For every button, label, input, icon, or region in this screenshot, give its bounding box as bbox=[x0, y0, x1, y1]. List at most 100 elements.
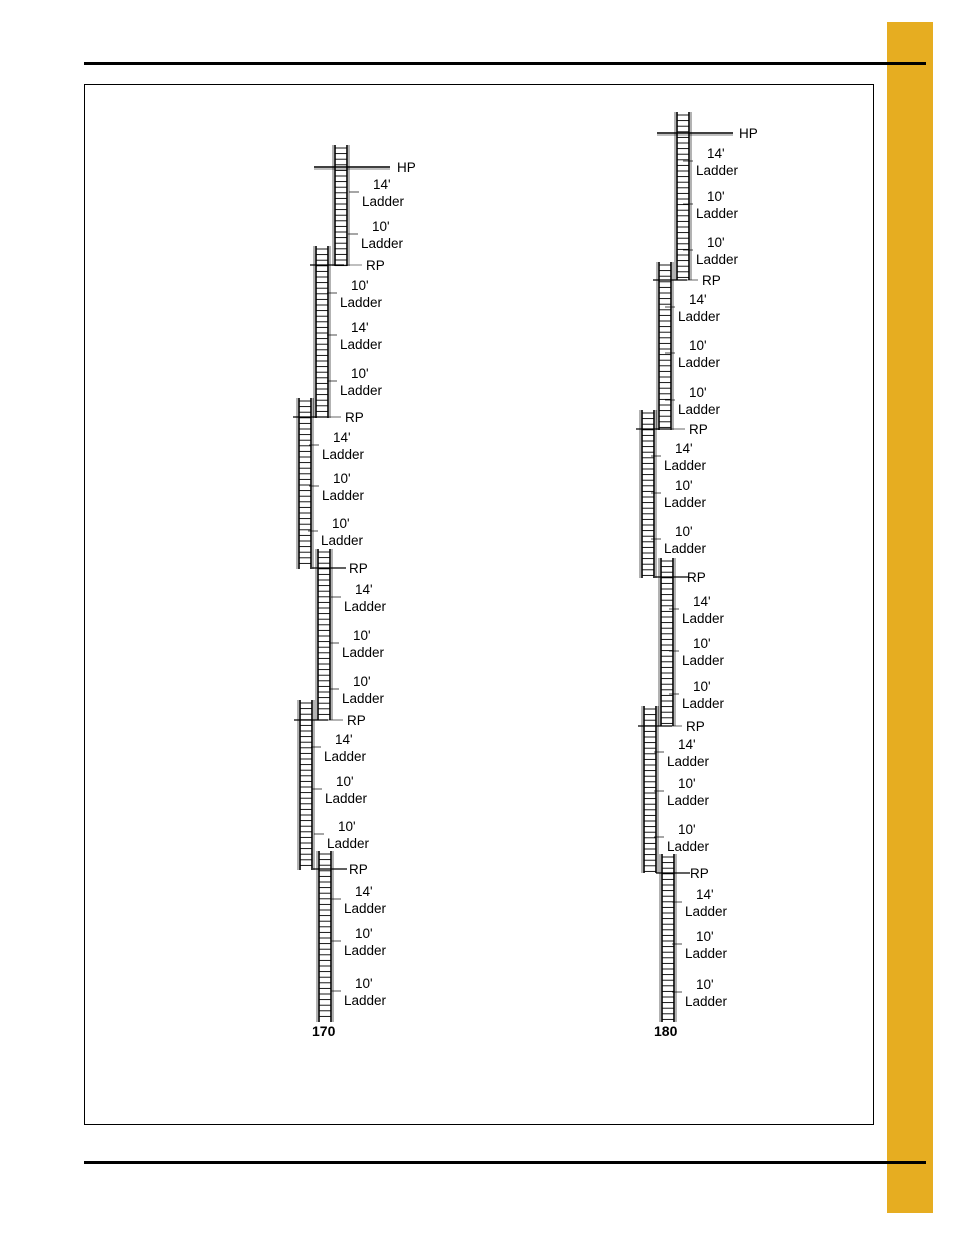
top-ladder-170 bbox=[332, 145, 350, 267]
ladder-label-170-5-2: Ladder bbox=[344, 943, 387, 958]
ladder-length-170-1-3: 10' bbox=[351, 278, 369, 293]
header-rule bbox=[84, 62, 926, 65]
ladder-length-170-5-2: 10' bbox=[355, 926, 373, 941]
ladder-length-180-3-1: 14' bbox=[693, 594, 711, 609]
column-caption-170: 170 bbox=[312, 1023, 336, 1039]
ladder-section-170-5 bbox=[316, 851, 334, 1022]
rp-label-170-2: RP bbox=[345, 410, 364, 425]
ladder-length-170-2-1: 14' bbox=[333, 430, 351, 445]
ladder-label-180-2-3: Ladder bbox=[664, 541, 707, 556]
ladder-length-170-3-2: 10' bbox=[353, 628, 371, 643]
ladder-label-180-3-2: Ladder bbox=[682, 653, 725, 668]
ladder-label-170-3-2: Ladder bbox=[342, 645, 385, 660]
rp-label-180-2: RP bbox=[689, 422, 708, 437]
rp-label-170-3: RP bbox=[349, 561, 368, 576]
rp-label-180-5: RP bbox=[690, 866, 709, 881]
ladder-section-170-2 bbox=[296, 398, 314, 569]
ladder-length-170-4-3: 10' bbox=[338, 819, 356, 834]
rp-label-180-1: RP bbox=[702, 273, 721, 288]
ladder-label-180-5-2: Ladder bbox=[685, 946, 728, 961]
ladder-section-180-3 bbox=[658, 558, 676, 726]
rp-label-180-4: RP bbox=[686, 719, 705, 734]
ladder-section-170-1 bbox=[313, 246, 331, 418]
ladder-length-170-2-3: 10' bbox=[332, 516, 350, 531]
top-ladder-180 bbox=[674, 112, 692, 280]
ladder-length-180-4-2: 10' bbox=[678, 776, 696, 791]
ladder-length-180-1-2: 10' bbox=[707, 189, 725, 204]
ladder-label-170-1-2: Ladder bbox=[361, 236, 404, 251]
ladder-label-170-2-2: Ladder bbox=[322, 488, 365, 503]
ladder-label-180-4-2: Ladder bbox=[667, 793, 710, 808]
ladder-length-170-1-2: 10' bbox=[372, 219, 390, 234]
ladder-length-180-4-1: 14' bbox=[678, 737, 696, 752]
ladder-label-170-1-5: Ladder bbox=[340, 383, 383, 398]
ladder-label-170-1-4: Ladder bbox=[340, 337, 383, 352]
ladder-length-170-1-1: 14' bbox=[373, 177, 391, 192]
ladder-length-170-4-2: 10' bbox=[336, 774, 354, 789]
ladder-label-180-1-3: Ladder bbox=[696, 252, 739, 267]
hp-label-170: HP bbox=[397, 160, 416, 175]
ladder-section-180-1 bbox=[656, 262, 674, 430]
ladder-section-170-4 bbox=[297, 700, 315, 870]
rp-label-170-1: RP bbox=[366, 258, 385, 273]
ladder-label-170-2-3: Ladder bbox=[321, 533, 364, 548]
ladder-length-180-2-2: 10' bbox=[675, 478, 693, 493]
ladder-label-170-1-3: Ladder bbox=[340, 295, 383, 310]
ladder-length-180-1-5: 10' bbox=[689, 338, 707, 353]
ladder-length-170-1-5: 10' bbox=[351, 366, 369, 381]
ladder-length-170-4-1: 14' bbox=[335, 732, 353, 747]
ladder-label-170-5-3: Ladder bbox=[344, 993, 387, 1008]
footer-rule bbox=[84, 1161, 926, 1164]
figure-frame bbox=[84, 84, 874, 1125]
ladder-length-180-1-1: 14' bbox=[707, 146, 725, 161]
rp-label-170-5: RP bbox=[349, 862, 368, 877]
ladder-label-170-5-1: Ladder bbox=[344, 901, 387, 916]
ladder-length-180-3-3: 10' bbox=[693, 679, 711, 694]
ladder-length-180-5-3: 10' bbox=[696, 977, 714, 992]
ladder-label-180-2-2: Ladder bbox=[664, 495, 707, 510]
ladder-label-180-4-3: Ladder bbox=[667, 839, 710, 854]
ladder-label-180-1-6: Ladder bbox=[678, 402, 721, 417]
section-tab bbox=[887, 22, 933, 1213]
ladder-label-180-1-2: Ladder bbox=[696, 206, 739, 221]
ladder-length-180-4-3: 10' bbox=[678, 822, 696, 837]
ladder-label-170-1-1: Ladder bbox=[362, 194, 405, 209]
ladder-length-180-1-6: 10' bbox=[689, 385, 707, 400]
ladder-section-170-3 bbox=[315, 549, 333, 720]
ladder-section-180-5 bbox=[659, 854, 677, 1022]
ladder-length-180-5-2: 10' bbox=[696, 929, 714, 944]
ladder-section-180-4 bbox=[641, 706, 659, 873]
rp-label-170-4: RP bbox=[347, 713, 366, 728]
ladder-label-170-4-2: Ladder bbox=[325, 791, 368, 806]
ladder-label-180-3-3: Ladder bbox=[682, 696, 725, 711]
ladder-label-180-5-3: Ladder bbox=[685, 994, 728, 1009]
ladder-length-170-5-3: 10' bbox=[355, 976, 373, 991]
ladder-length-180-3-2: 10' bbox=[693, 636, 711, 651]
ladder-length-170-1-4: 14' bbox=[351, 320, 369, 335]
ladder-length-170-2-2: 10' bbox=[333, 471, 351, 486]
ladder-length-180-1-4: 14' bbox=[689, 292, 707, 307]
ladder-label-180-1-5: Ladder bbox=[678, 355, 721, 370]
ladder-length-180-1-3: 10' bbox=[707, 235, 725, 250]
ladder-label-170-3-3: Ladder bbox=[342, 691, 385, 706]
hp-label-180: HP bbox=[739, 126, 758, 141]
column-caption-180: 180 bbox=[654, 1023, 678, 1039]
ladder-length-170-5-1: 14' bbox=[355, 884, 373, 899]
ladder-label-170-2-1: Ladder bbox=[322, 447, 365, 462]
ladder-label-180-1-1: Ladder bbox=[696, 163, 739, 178]
ladder-label-180-1-4: Ladder bbox=[678, 309, 721, 324]
ladder-label-180-4-1: Ladder bbox=[667, 754, 710, 769]
ladder-label-170-4-1: Ladder bbox=[324, 749, 367, 764]
ladder-label-170-4-3: Ladder bbox=[327, 836, 370, 851]
ladder-section-180-2 bbox=[639, 410, 657, 578]
ladder-length-180-2-1: 14' bbox=[675, 441, 693, 456]
ladder-label-180-5-1: Ladder bbox=[685, 904, 728, 919]
ladder-length-180-5-1: 14' bbox=[696, 887, 714, 902]
ladder-length-170-3-1: 14' bbox=[355, 582, 373, 597]
ladder-length-180-2-3: 10' bbox=[675, 524, 693, 539]
ladder-label-180-3-1: Ladder bbox=[682, 611, 725, 626]
rp-label-180-3: RP bbox=[687, 570, 706, 585]
ladder-label-170-3-1: Ladder bbox=[344, 599, 387, 614]
ladder-length-170-3-3: 10' bbox=[353, 674, 371, 689]
